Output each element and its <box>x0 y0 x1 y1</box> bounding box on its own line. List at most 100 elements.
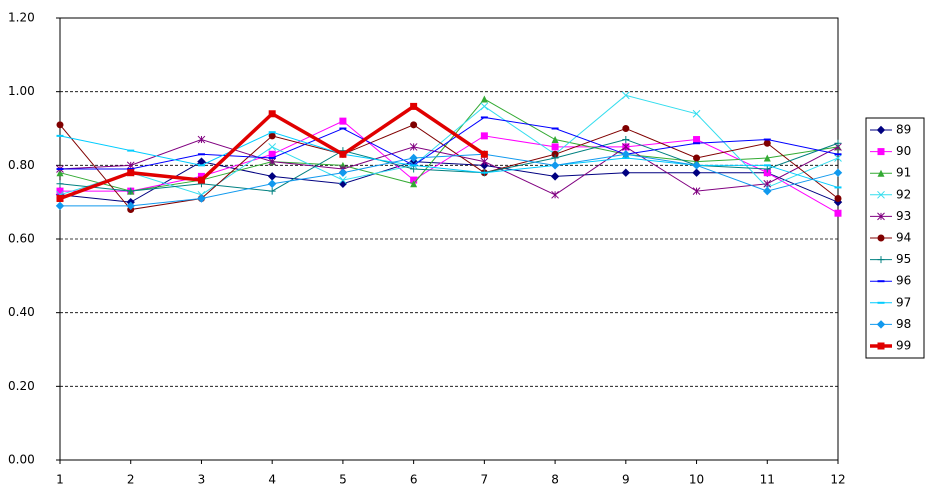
marker <box>550 161 560 170</box>
x-tick-label: 8 <box>551 473 559 487</box>
series-line <box>59 139 839 196</box>
marker <box>692 187 701 195</box>
y-tick-label: 0.60 <box>8 232 35 246</box>
marker <box>56 169 64 177</box>
marker <box>693 136 701 144</box>
marker <box>834 194 842 202</box>
series-line <box>60 153 839 207</box>
marker <box>763 139 771 147</box>
marker <box>56 180 64 188</box>
marker <box>268 150 276 158</box>
marker <box>551 143 559 151</box>
x-tick-label: 12 <box>830 473 845 487</box>
marker <box>56 121 64 129</box>
marker <box>877 190 885 199</box>
y-tick-label: 0.40 <box>8 305 35 319</box>
marker <box>55 201 65 211</box>
x-tick-label: 9 <box>622 473 630 487</box>
marker <box>127 169 135 177</box>
legend-label: 95 <box>896 252 911 266</box>
marker <box>551 154 559 162</box>
marker <box>410 102 418 110</box>
y-tick-label: 1.20 <box>8 11 35 25</box>
marker <box>410 176 418 184</box>
x-tick-label: 2 <box>127 473 135 487</box>
series-line <box>59 124 839 211</box>
marker <box>56 194 64 202</box>
legend-label: 91 <box>896 166 911 180</box>
marker <box>197 176 205 184</box>
marker <box>126 161 135 170</box>
marker <box>338 168 348 177</box>
marker <box>410 180 418 188</box>
legend-label: 89 <box>896 123 911 137</box>
marker <box>480 132 488 140</box>
y-tick-label: 0.80 <box>8 158 35 172</box>
marker <box>834 209 842 217</box>
marker <box>480 102 489 111</box>
marker <box>339 150 347 158</box>
marker <box>197 194 206 203</box>
marker <box>834 154 842 162</box>
marker <box>410 121 418 129</box>
marker <box>409 143 418 151</box>
marker <box>338 179 348 188</box>
marker <box>480 157 489 166</box>
x-tick-label: 3 <box>198 473 206 487</box>
marker <box>621 168 631 177</box>
x-tick-label: 1 <box>56 473 64 487</box>
marker <box>551 150 559 158</box>
legend-label: 92 <box>896 187 911 201</box>
marker <box>877 342 885 350</box>
series-line <box>59 131 839 188</box>
x-tick-label: 4 <box>268 473 276 487</box>
marker <box>410 165 418 173</box>
series-line <box>59 94 839 196</box>
marker <box>877 256 885 264</box>
marker <box>339 117 347 125</box>
marker <box>693 154 701 162</box>
marker <box>126 201 135 211</box>
marker <box>621 91 630 100</box>
series-line <box>60 116 839 170</box>
marker <box>621 150 631 159</box>
marker <box>876 125 886 135</box>
marker <box>622 136 630 144</box>
marker <box>876 320 886 329</box>
marker <box>550 172 560 181</box>
marker <box>877 212 885 221</box>
marker <box>763 179 772 188</box>
marker <box>833 168 843 177</box>
marker <box>268 143 277 151</box>
marker <box>409 153 418 163</box>
series-line <box>60 120 839 214</box>
marker <box>267 172 277 181</box>
y-tick-label: 0.00 <box>8 453 35 467</box>
marker <box>692 168 701 177</box>
marker <box>197 172 205 180</box>
marker <box>268 110 276 118</box>
legend-label: 96 <box>896 274 911 288</box>
marker <box>877 234 885 242</box>
marker <box>551 190 559 199</box>
marker <box>268 187 276 195</box>
marker <box>877 148 885 156</box>
legend-label: 99 <box>896 339 911 353</box>
marker <box>197 135 206 144</box>
marker <box>56 187 64 195</box>
x-tick-label: 6 <box>410 473 418 487</box>
x-tick-label: 5 <box>339 473 347 487</box>
marker <box>127 187 135 195</box>
marker <box>268 157 277 166</box>
x-tick-label: 7 <box>481 473 489 487</box>
marker <box>621 143 630 151</box>
legend-label: 97 <box>896 295 911 309</box>
legend-label: 94 <box>896 231 911 245</box>
series-line <box>59 139 839 192</box>
y-tick-label: 0.20 <box>8 379 35 393</box>
marker <box>692 161 701 170</box>
marker <box>763 186 772 196</box>
marker <box>551 136 559 144</box>
marker <box>877 169 885 177</box>
